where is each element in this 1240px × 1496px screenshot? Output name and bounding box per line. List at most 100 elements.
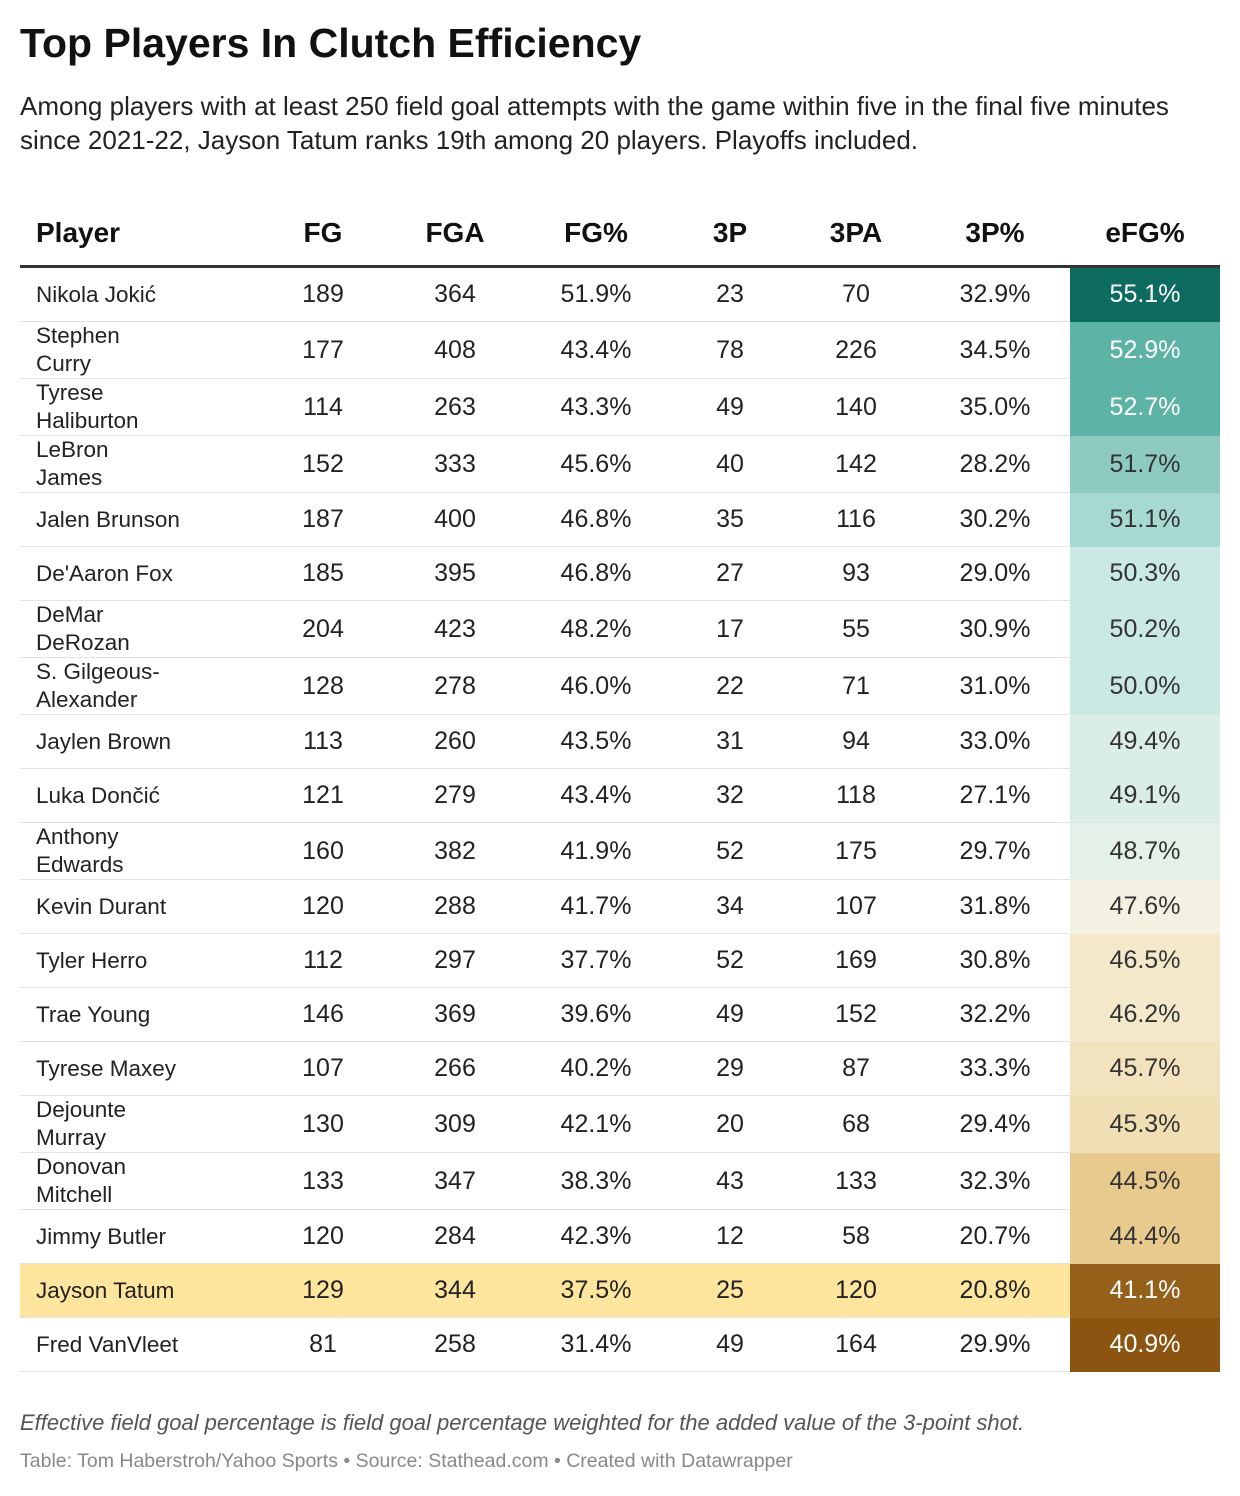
stat-cell: 33.3% (920, 1041, 1070, 1096)
table-row: Tyler Herro 112 297 37.7% 52 169 30.8% 46.5% (20, 933, 1220, 988)
player-name: Trae Young (20, 987, 260, 1042)
table-row: Nikola Jokić 189 364 51.9% 23 70 32.9% 55.1% (20, 266, 1220, 322)
stat-cell: 32.3% (920, 1152, 1070, 1210)
stat-cell: 113 (260, 714, 386, 769)
stat-cell: 20 (668, 1095, 792, 1153)
stat-cell: 263 (386, 378, 524, 436)
stat-cell: 46.8% (524, 546, 668, 601)
stat-cell: 266 (386, 1041, 524, 1096)
stat-cell: 52 (668, 933, 792, 988)
stat-cell: 187 (260, 492, 386, 547)
stat-cell: 71 (792, 657, 920, 715)
stat-cell: 49.1% (1070, 768, 1220, 823)
stat-cell: 43.4% (524, 321, 668, 379)
stat-cell: 142 (792, 435, 920, 493)
stat-cell: 118 (792, 768, 920, 823)
stat-cell: 55 (792, 600, 920, 658)
stat-cell: 43.4% (524, 768, 668, 823)
stat-cell: 30.2% (920, 492, 1070, 547)
table-row: Jaylen Brown 113 260 43.5% 31 94 33.0% 49.4% (20, 714, 1220, 769)
player-name: Jalen Brunson (20, 492, 260, 547)
stat-cell: 30.8% (920, 933, 1070, 988)
stat-cell: 189 (260, 266, 386, 322)
stat-cell: 369 (386, 987, 524, 1042)
stat-cell: 25 (668, 1263, 792, 1318)
stat-cell: 175 (792, 822, 920, 880)
stat-cell: 423 (386, 600, 524, 658)
stat-cell: 133 (792, 1152, 920, 1210)
column-header: FG% (524, 200, 668, 268)
column-header: Player (20, 200, 260, 268)
stat-cell: 51.1% (1070, 492, 1220, 547)
stat-cell: 45.6% (524, 435, 668, 493)
stat-cell: 44.5% (1070, 1152, 1220, 1210)
player-name: Tyrese Maxey (20, 1041, 260, 1096)
stat-cell: 20.7% (920, 1209, 1070, 1264)
column-header: 3P (668, 200, 792, 268)
table-row: Jayson Tatum 129 344 37.5% 25 120 20.8% 41.1% (20, 1263, 1220, 1318)
player-name: S. Gilgeous-Alexander (20, 657, 260, 715)
stat-cell: 130 (260, 1095, 386, 1153)
stat-cell: 51.9% (524, 266, 668, 322)
player-name: Jimmy Butler (20, 1209, 260, 1264)
stat-cell: 32 (668, 768, 792, 823)
header-row: Player FG FGA FG% 3P 3PA 3P% eFG% (20, 200, 1220, 268)
table-row: Donovan Mitchell 133 347 38.3% 43 133 32.3% 44.… (20, 1152, 1220, 1210)
stat-cell: 35.0% (920, 378, 1070, 436)
stat-cell: 121 (260, 768, 386, 823)
stat-cell: 50.0% (1070, 657, 1220, 715)
table-row: Tyrese Haliburton 114 263 43.3% 49 140 35.0% 52… (20, 378, 1220, 436)
player-name: De'Aaron Fox (20, 546, 260, 601)
stat-cell: 146 (260, 987, 386, 1042)
stat-cell: 52.7% (1070, 378, 1220, 436)
stat-cell: 347 (386, 1152, 524, 1210)
table-body: Nikola Jokić 189 364 51.9% 23 70 32.9% 55.1% Ste… (20, 266, 1220, 1372)
stat-cell: 48.2% (524, 600, 668, 658)
stat-cell: 68 (792, 1095, 920, 1153)
stat-cell: 333 (386, 435, 524, 493)
table-row: S. Gilgeous-Alexander 128 278 46.0% 22 71 31.0… (20, 657, 1220, 715)
stat-cell: 278 (386, 657, 524, 715)
stat-cell: 364 (386, 266, 524, 322)
player-name: Jayson Tatum (20, 1263, 260, 1318)
stat-cell: 29.0% (920, 546, 1070, 601)
stat-cell: 17 (668, 600, 792, 658)
stat-cell: 152 (260, 435, 386, 493)
stat-cell: 43 (668, 1152, 792, 1210)
stat-cell: 31.8% (920, 879, 1070, 934)
subtitle: Among players with at least 250 field go… (20, 91, 1169, 155)
stat-cell: 34.5% (920, 321, 1070, 379)
player-name: Donovan Mitchell (20, 1152, 260, 1210)
footnote: Effective field goal percentage is field… (20, 1410, 1025, 1435)
stat-cell: 32.9% (920, 266, 1070, 322)
stat-cell: 107 (260, 1041, 386, 1096)
player-name: Anthony Edwards (20, 822, 260, 880)
stat-cell: 31.4% (524, 1317, 668, 1372)
stat-cell: 204 (260, 600, 386, 658)
stat-cell: 140 (792, 378, 920, 436)
stat-cell: 29.7% (920, 822, 1070, 880)
credit: Table: Tom Haberstroh/Yahoo Sports • Sou… (20, 1450, 793, 1472)
column-header: eFG% (1070, 200, 1220, 268)
column-header: FGA (386, 200, 524, 268)
stat-cell: 43.5% (524, 714, 668, 769)
stat-cell: 260 (386, 714, 524, 769)
table-row: Jalen Brunson 187 400 46.8% 35 116 30.2% 51.1% (20, 492, 1220, 547)
stat-cell: 70 (792, 266, 920, 322)
table-row: De'Aaron Fox 185 395 46.8% 27 93 29.0% 50.3% (20, 546, 1220, 601)
stat-cell: 20.8% (920, 1263, 1070, 1318)
stat-cell: 120 (260, 1209, 386, 1264)
stat-cell: 81 (260, 1317, 386, 1372)
player-name: Luka Dončić (20, 768, 260, 823)
stat-cell: 27 (668, 546, 792, 601)
stat-cell: 46.8% (524, 492, 668, 547)
stat-cell: 129 (260, 1263, 386, 1318)
table-row: Anthony Edwards 160 382 41.9% 52 175 29.7% 48.7… (20, 822, 1220, 880)
column-header: FG (260, 200, 386, 268)
stat-cell: 34 (668, 879, 792, 934)
stat-cell: 44.4% (1070, 1209, 1220, 1264)
player-name: Nikola Jokić (20, 266, 260, 322)
stat-cell: 37.5% (524, 1263, 668, 1318)
stat-cell: 28.2% (920, 435, 1070, 493)
